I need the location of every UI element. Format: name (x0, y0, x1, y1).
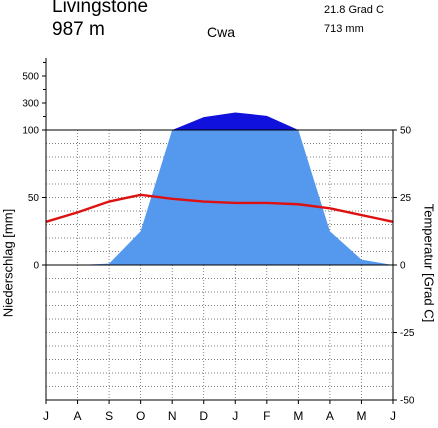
month-label: J (390, 409, 396, 423)
mean-temperature: 21.8 Grad C (324, 4, 384, 16)
left-tick-label: 300 (22, 99, 39, 110)
month-label: J (232, 409, 238, 423)
month-label: A (326, 409, 334, 423)
axis-tick-labels: 0 50 100 300 500 50 25 0 -25 -50 J A S O N D J F M A M J (22, 72, 415, 424)
axis-ticks (42, 62, 397, 404)
right-tick-label: 50 (400, 126, 412, 137)
month-label: N (168, 409, 177, 423)
month-label: F (263, 409, 270, 423)
month-label: A (74, 409, 82, 423)
chart-frame (45, 58, 394, 401)
left-tick-label: 0 (33, 261, 39, 272)
precipitation-excess-area (46, 112, 393, 130)
right-tick-label: -25 (400, 328, 415, 339)
left-tick-label: 50 (28, 193, 40, 204)
month-label: J (43, 409, 49, 423)
month-label: O (136, 409, 145, 423)
left-tick-label: 100 (22, 126, 39, 137)
climate-class: Cwa (207, 24, 236, 40)
month-label: S (105, 409, 113, 423)
right-tick-label: 0 (400, 261, 406, 272)
annual-precipitation: 713 mm (324, 23, 364, 35)
temperature-line (45, 193, 394, 223)
right-tick-label: 25 (400, 193, 412, 204)
month-label: D (199, 409, 208, 423)
station-elevation: 987 m (52, 19, 105, 40)
right-tick-label: -50 (400, 396, 415, 407)
temperature-series (45, 193, 394, 223)
precipitation-area (46, 130, 393, 265)
precipitation-areas (46, 112, 393, 265)
station-name: Livingstone (52, 0, 149, 17)
month-label: M (293, 409, 303, 423)
month-label: M (356, 409, 366, 423)
left-tick-label: 500 (22, 72, 39, 83)
